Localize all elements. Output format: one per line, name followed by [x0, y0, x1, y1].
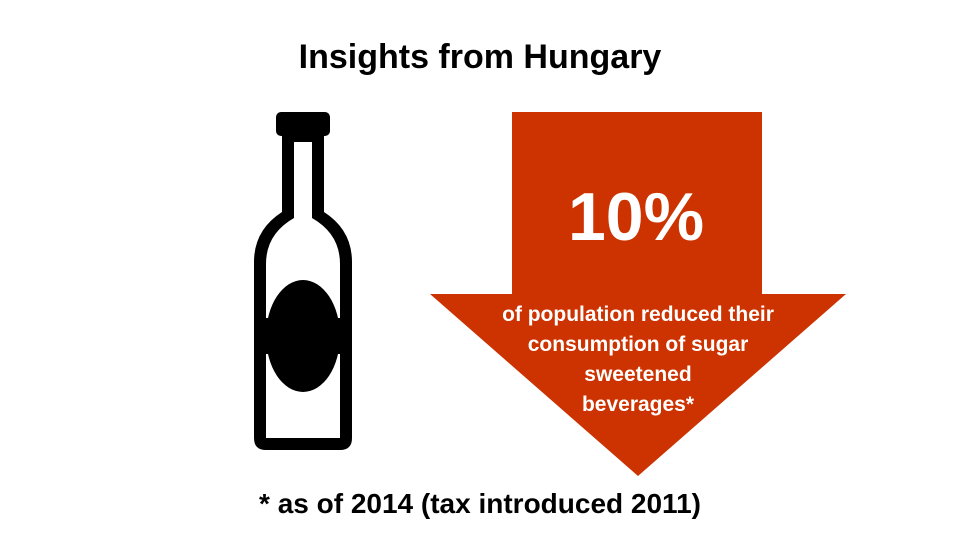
caption-line: of population reduced their [502, 303, 774, 326]
stat-value: 10% [567, 179, 705, 255]
page-title: Insights from Hungary [298, 38, 662, 76]
caption-line: consumption of sugar [527, 333, 749, 356]
stat-caption: of population reduced their consumption … [470, 300, 806, 420]
down-arrow-icon: 10% of population reduced their consumpt… [430, 112, 846, 476]
footnote: * as of 2014 (tax introduced 2011) [259, 488, 701, 519]
caption-line: beverages* [581, 393, 695, 416]
caption-line: sweetened [584, 363, 692, 386]
bottle-icon [248, 112, 358, 452]
